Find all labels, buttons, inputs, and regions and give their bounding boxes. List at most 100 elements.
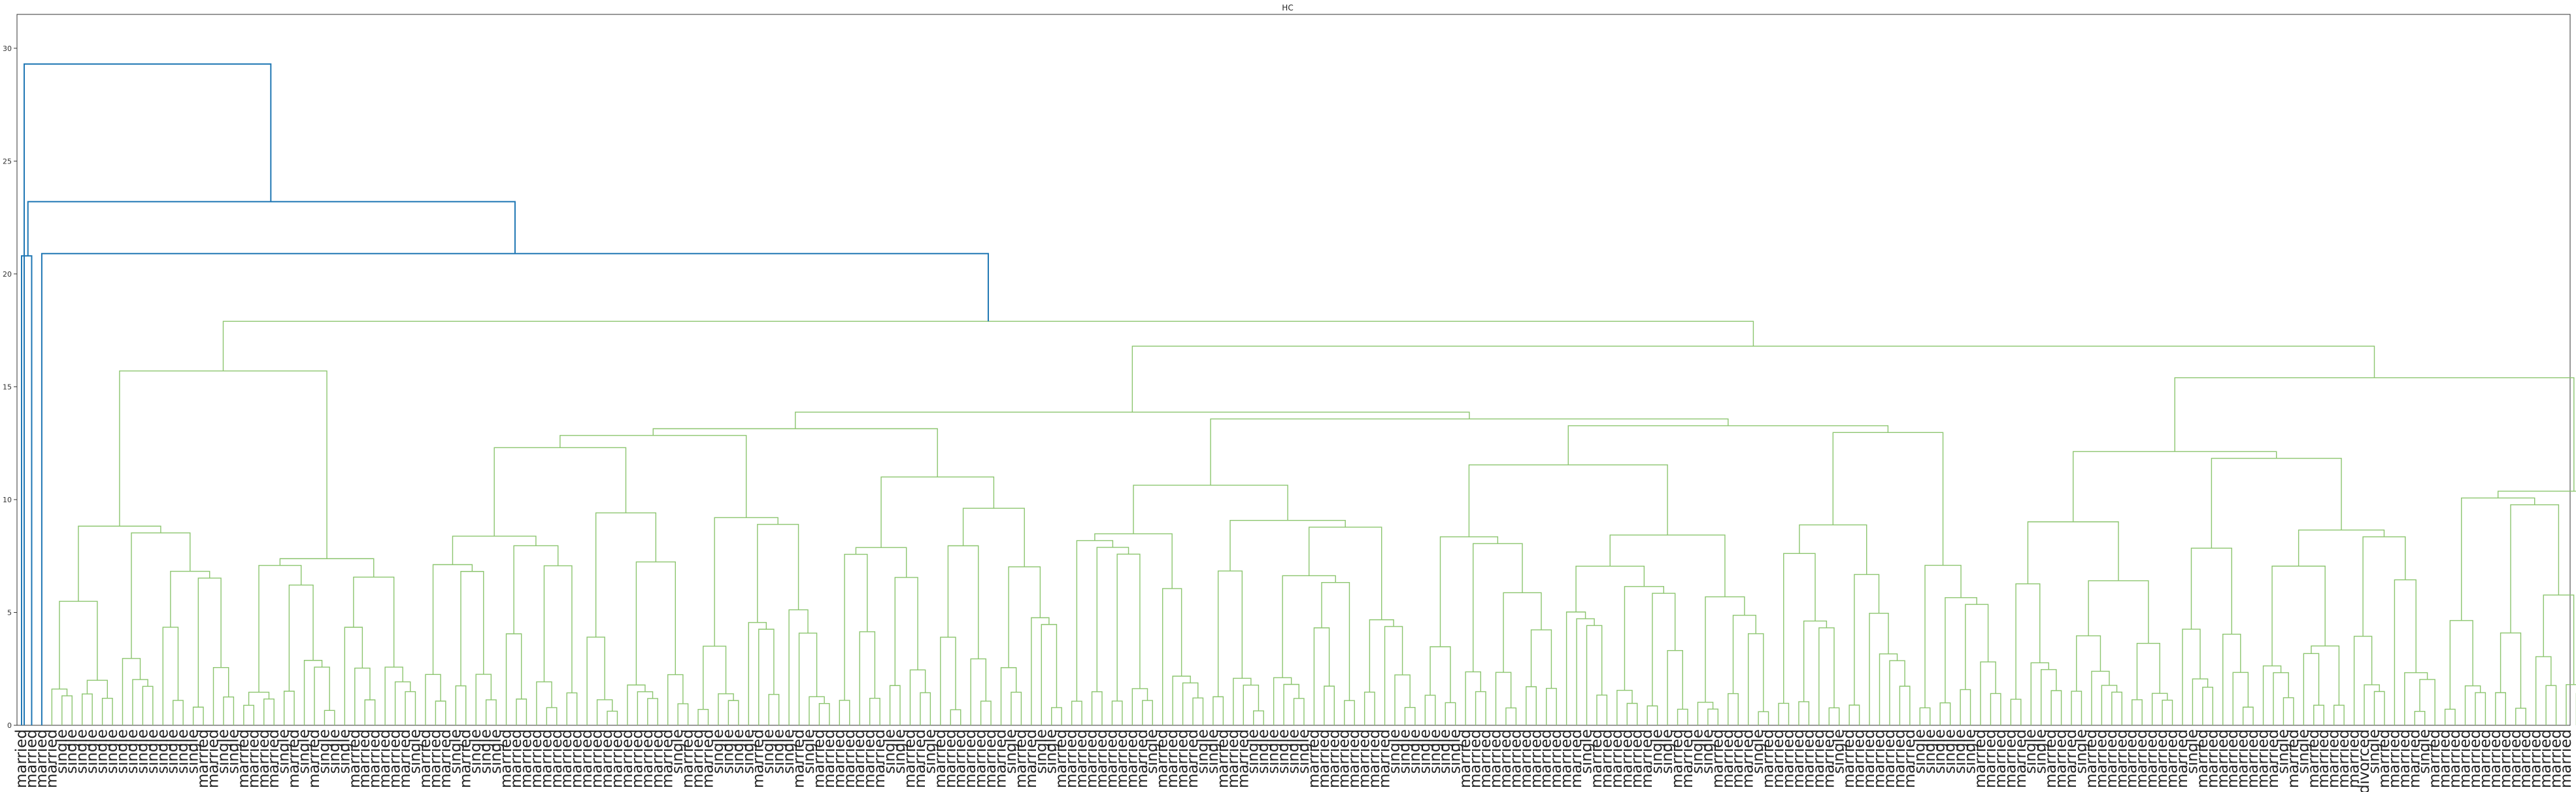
dendrogram-link bbox=[1162, 588, 1182, 725]
leaf-label: married bbox=[942, 729, 959, 788]
leaf-label: single bbox=[801, 729, 818, 774]
y-tick-label: 15 bbox=[3, 383, 12, 391]
dendrogram-link bbox=[2242, 706, 2254, 725]
leaf-label: married bbox=[2426, 729, 2443, 788]
y-tick-label: 0 bbox=[7, 721, 12, 730]
dendrogram-link bbox=[757, 524, 799, 623]
dendrogram-link bbox=[728, 700, 739, 725]
dendrogram-link bbox=[2545, 685, 2557, 725]
dendrogram-link bbox=[1217, 570, 1243, 697]
leaf-label: married bbox=[2467, 729, 2484, 788]
leaf-label: married bbox=[2376, 729, 2393, 788]
leaf-label: married bbox=[346, 729, 363, 788]
leaf-label: single bbox=[1689, 729, 1706, 774]
leaf-label: married bbox=[1053, 729, 1070, 788]
leaf-label: single bbox=[134, 729, 151, 774]
leaf-label: single bbox=[1699, 729, 1716, 774]
dendrogram-link bbox=[2211, 458, 2342, 549]
dendrogram-link bbox=[2271, 565, 2326, 666]
dendrogram-link bbox=[1945, 597, 1977, 703]
leaf-label: single bbox=[326, 729, 343, 774]
leaf-label: married bbox=[2255, 729, 2272, 788]
leaf-label: married bbox=[2437, 729, 2454, 788]
dendrogram-link bbox=[1008, 566, 1041, 668]
leaf-label: married bbox=[356, 729, 373, 788]
dendrogram-link bbox=[1273, 677, 1292, 725]
leaf-label: married bbox=[1012, 729, 1029, 788]
dendrogram-link bbox=[543, 565, 573, 693]
leaf-label: married bbox=[2335, 729, 2352, 788]
dendrogram-link bbox=[170, 570, 210, 628]
leaf-label: married bbox=[417, 729, 434, 788]
leaf-label: married bbox=[1316, 729, 1333, 788]
dendrogram-link bbox=[24, 63, 272, 725]
dendrogram-link bbox=[2174, 377, 2575, 492]
dendrogram-link bbox=[51, 688, 68, 725]
dendrogram-link bbox=[59, 600, 98, 689]
dendrogram-link bbox=[869, 697, 880, 725]
dendrogram-link bbox=[1363, 691, 1375, 725]
y-tick-label: 5 bbox=[7, 608, 12, 617]
dendrogram-link bbox=[2464, 685, 2481, 725]
leaf-label: married bbox=[2406, 729, 2423, 788]
dendrogram-link bbox=[1707, 708, 1719, 725]
dendrogram-link bbox=[1889, 660, 1905, 725]
leaf-label: married bbox=[265, 729, 282, 788]
leaf-label: single bbox=[760, 729, 777, 774]
leaf-label: married bbox=[2346, 729, 2363, 788]
leaf-label: single bbox=[2366, 729, 2383, 774]
leaf-label: single bbox=[144, 729, 161, 774]
dendrogram-link bbox=[258, 564, 302, 693]
dendrogram-link bbox=[1939, 702, 1951, 725]
leaf-label: married bbox=[1871, 729, 1888, 788]
leaf-label: single bbox=[225, 729, 242, 774]
leaf-label: married bbox=[912, 729, 929, 788]
leaf-label: married bbox=[2396, 729, 2413, 788]
leaf-label: married bbox=[1568, 729, 1585, 788]
dendrogram-link bbox=[1344, 700, 1355, 725]
dendrogram-link bbox=[2500, 632, 2522, 708]
dendrogram-link bbox=[1546, 687, 1557, 725]
dendrogram-link bbox=[1652, 593, 1676, 706]
leaf-label: married bbox=[1790, 729, 1807, 788]
dendrogram-link bbox=[697, 709, 709, 725]
leaf-label: married bbox=[1103, 729, 1120, 788]
dendrogram-link bbox=[844, 553, 868, 700]
leaf-label: married bbox=[458, 729, 475, 788]
leaf-label: married bbox=[2497, 729, 2514, 788]
dendrogram-link bbox=[1667, 649, 1683, 725]
leaf-label: married bbox=[2548, 729, 2565, 788]
leaf-label: single bbox=[1205, 729, 1222, 774]
dendrogram-link bbox=[2030, 662, 2049, 725]
leaf-label: married bbox=[619, 729, 636, 788]
leaf-label: single bbox=[63, 729, 80, 774]
leaf-label: married bbox=[569, 729, 586, 788]
dendrogram-link bbox=[718, 693, 734, 725]
dendrogram-link bbox=[222, 320, 1754, 371]
leaf-label: married bbox=[33, 729, 50, 788]
leaf-label: married bbox=[195, 729, 212, 788]
dendrogram-link bbox=[2333, 704, 2345, 725]
leaf-label: single bbox=[1437, 729, 1454, 774]
dendrogram-link bbox=[2072, 451, 2277, 522]
dendrogram-link bbox=[279, 558, 375, 577]
dendrogram-link bbox=[475, 674, 492, 725]
leaf-label: married bbox=[437, 729, 454, 788]
dendrogram-link bbox=[1530, 629, 1552, 689]
leaf-label: married bbox=[1467, 729, 1484, 788]
dendrogram-link bbox=[1647, 705, 1658, 725]
dendrogram-link bbox=[1526, 686, 1537, 725]
leaf-label: single bbox=[154, 729, 171, 774]
leaf-label: married bbox=[2133, 729, 2150, 788]
leaf-label: married bbox=[629, 729, 646, 788]
leaf-label: single bbox=[1296, 729, 1313, 774]
dendrogram-link bbox=[1799, 524, 1867, 575]
chart-title: HC bbox=[1282, 3, 1293, 12]
dendrogram-link bbox=[192, 706, 204, 725]
leaf-label: single bbox=[1922, 729, 1939, 774]
dendrogram-link bbox=[485, 699, 497, 725]
leaf-label: married bbox=[609, 729, 626, 788]
leaf-label: married bbox=[23, 729, 40, 788]
leaf-label: single bbox=[104, 729, 121, 774]
leaf-label: married bbox=[1760, 729, 1777, 788]
